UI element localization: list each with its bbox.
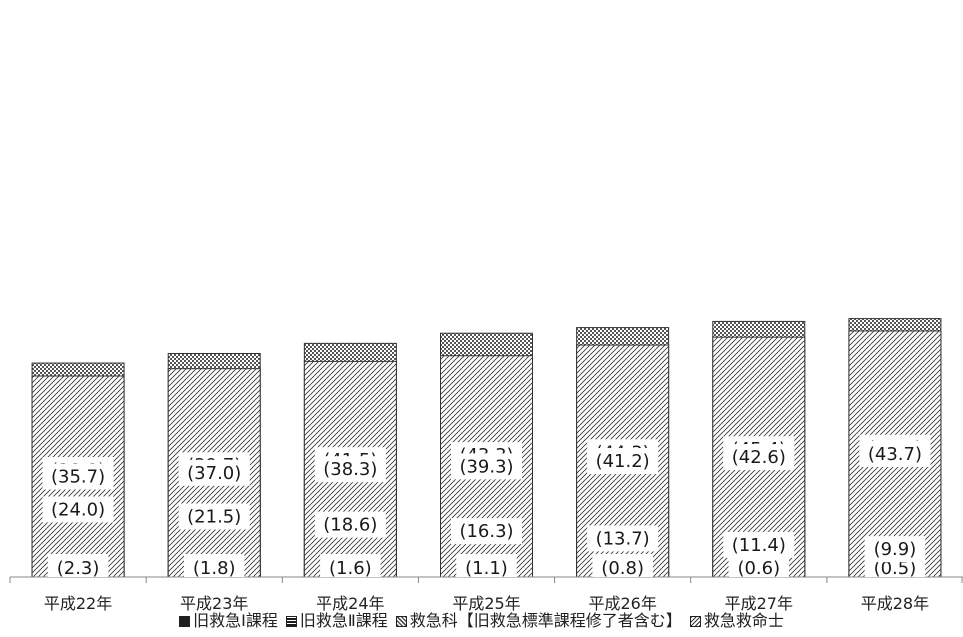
data-label: (0.6) <box>737 558 780 579</box>
x-tick-label: 平成26年 <box>588 594 656 613</box>
data-label-bg <box>320 554 381 577</box>
data-label-bg <box>859 440 931 467</box>
data-label-bg <box>456 554 517 577</box>
data-label: (13.7) <box>596 528 650 549</box>
data-label-bg <box>864 536 926 563</box>
data-label: (11.4) <box>732 535 786 556</box>
data-label-bg <box>178 459 250 486</box>
data-label-bg <box>42 463 114 490</box>
data-label-bg <box>723 444 795 471</box>
legend-swatch <box>179 616 191 627</box>
data-label: (37.0) <box>187 463 241 484</box>
data-label: (35.7) <box>51 467 105 488</box>
data-label-bg <box>587 525 659 552</box>
legend-item: 救急科【旧救急標準課程修了者含む】 <box>395 611 682 631</box>
legend: 旧救急Ⅰ課程 旧救急Ⅱ課程 救急科【旧救急標準課程修了者含む】 救急救命士 <box>0 611 963 631</box>
x-tick-label: 平成24年 <box>316 594 384 613</box>
legend-label: 救急科【旧救急標準課程修了者含む】 <box>409 611 682 630</box>
legend-label: 旧救急Ⅱ課程 <box>299 611 388 630</box>
data-label: (43.7) <box>868 444 922 465</box>
data-label-bg <box>314 511 386 538</box>
legend-swatch <box>689 616 701 627</box>
legend-item: 救急救命士 <box>689 611 784 631</box>
data-label-bg <box>47 554 109 577</box>
data-label: (1.8) <box>193 558 236 579</box>
legend-label: 旧救急Ⅰ課程 <box>193 611 278 630</box>
data-label: (0.5) <box>874 558 917 579</box>
data-label: (16.3) <box>459 521 513 542</box>
data-label-bg <box>587 448 659 475</box>
legend-item: 旧救急Ⅰ課程 <box>179 611 278 631</box>
legend-swatch <box>395 616 407 627</box>
data-label-bg <box>314 456 386 483</box>
data-label: (42.6) <box>732 447 786 468</box>
x-tick-label: 平成23年 <box>180 594 248 613</box>
data-label: (0.8) <box>601 558 644 579</box>
data-label: (18.6) <box>323 515 377 536</box>
data-label: (24.0) <box>51 499 105 520</box>
data-label: (1.1) <box>465 558 508 579</box>
data-label: (9.9) <box>874 539 917 560</box>
x-axis: 平成22年 平成23年 平成24年 平成25年 平成26年 平成27年 平成28年 <box>9 576 963 613</box>
x-tick-label: 平成25年 <box>452 594 520 613</box>
data-label-bg <box>592 554 653 577</box>
legend-item: 旧救急Ⅱ課程 <box>285 611 388 631</box>
x-tick-label: 平成27年 <box>725 594 793 613</box>
data-label-bg <box>178 503 250 530</box>
data-label-bg <box>451 453 522 480</box>
data-label-bg <box>451 518 522 545</box>
legend-label: 救急救命士 <box>703 611 784 630</box>
data-label-bg <box>728 554 790 577</box>
data-label: (38.3) <box>323 459 377 480</box>
data-labels-layer: (2.3)(24.0)(38.0)(35.7)(1.8)(21.5)(39.7)… <box>42 434 931 579</box>
data-label: (39.3) <box>459 456 513 477</box>
x-tick-label: 平成28年 <box>861 594 929 613</box>
data-label-bg <box>183 554 245 577</box>
x-tick-label: 平成22年 <box>44 594 112 613</box>
data-label: (21.5) <box>187 506 241 527</box>
data-label-bg <box>723 531 795 558</box>
data-label-bg <box>42 496 114 523</box>
data-label: (2.3) <box>57 558 100 579</box>
data-label: (1.6) <box>329 558 372 579</box>
legend-swatch <box>285 616 297 627</box>
data-label: (41.2) <box>596 451 650 472</box>
